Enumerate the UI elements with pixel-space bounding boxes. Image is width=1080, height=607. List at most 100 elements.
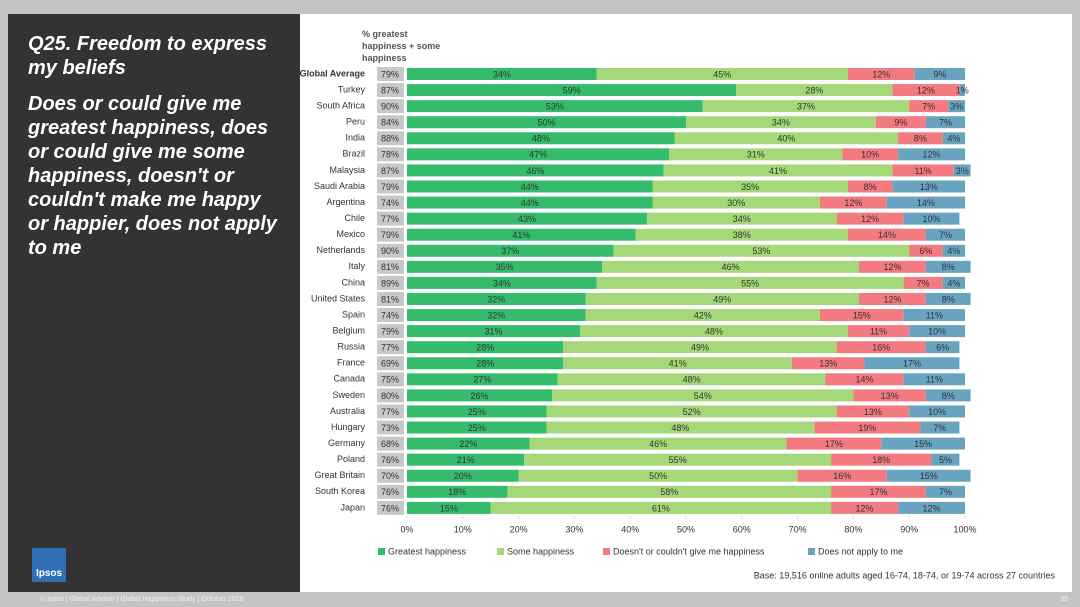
data-label: 12% [856,503,874,513]
category-label: Mexico [336,229,365,239]
category-label: Italy [348,261,365,271]
net-label: 68% [381,439,399,449]
bar-segment [407,389,553,402]
bar-segment [407,357,564,370]
data-label: 19% [858,423,876,433]
net-label: 90% [381,246,399,256]
category-label: India [345,133,365,143]
slide-title: Q25. Freedom to express my beliefs [28,33,267,79]
net-label: 81% [381,262,399,272]
data-label: 53% [546,102,564,112]
bar-segment [407,100,703,113]
net-label: 74% [381,198,399,208]
bar-segment [814,421,921,434]
data-label: 4% [947,246,960,256]
data-label: 34% [772,118,790,128]
bar-segment [546,421,815,434]
data-label: 13% [920,182,938,192]
category-label: South Korea [315,486,365,496]
x-tick-label: 0% [400,524,413,534]
bar-segment [669,148,843,161]
data-label: 6% [919,246,932,256]
bar-segment [585,292,859,305]
bar-segment [847,180,893,193]
category-label: Sweden [332,390,365,400]
data-label: 40% [777,134,795,144]
bar-segment [892,164,954,177]
bar-segment [925,260,971,273]
net-box [377,147,404,162]
net-label: 79% [381,182,399,192]
data-label: 46% [722,262,740,272]
bar-segment [407,276,597,289]
category-label: South Africa [316,101,365,111]
net-label: 81% [381,294,399,304]
bar-segment [914,68,965,80]
legend-swatch [603,548,610,555]
bar-segment [948,100,965,113]
x-tick-label: 80% [844,524,862,534]
bar-segment [786,437,882,450]
bar-segment [825,373,904,386]
category-label: Great Britain [314,470,365,480]
data-label: 8% [942,262,955,272]
data-label: 32% [487,294,505,304]
data-label: 1% [956,85,969,95]
bar-segment [898,132,943,145]
category-label: Netherlands [316,245,365,255]
bar-segment [909,100,949,113]
net-label: 75% [381,375,399,385]
data-label: 12% [883,262,901,272]
bar-segment [524,453,832,466]
bar-segment [546,405,837,418]
bar-segment [407,68,597,80]
category-label: Saudi Arabia [314,181,365,191]
data-label: 10% [923,214,941,224]
data-label: 27% [473,375,491,385]
data-label: 8% [864,182,877,192]
bar-segment [585,309,820,322]
bar-segment [881,437,965,450]
data-label: 58% [660,487,678,497]
net-box [377,259,404,274]
bar-segment [736,84,893,97]
bar-segment [797,469,887,482]
data-label: 53% [752,246,770,256]
data-label: 12% [883,294,901,304]
bar-segment [407,453,525,466]
data-label: 12% [861,214,879,224]
net-box [377,468,404,483]
data-label: 48% [705,326,723,336]
category-label: France [337,358,365,368]
net-label: 88% [381,134,399,144]
data-label: 4% [947,134,960,144]
category-label: United States [311,293,366,303]
data-label: 18% [872,455,890,465]
bar-segment [407,228,636,241]
net-box [377,195,404,210]
net-box [377,388,404,403]
bar-segment [909,325,965,338]
x-tick-label: 30% [565,524,583,534]
data-label: 42% [694,310,712,320]
bar-segment [903,212,960,225]
bar-segment [886,196,965,209]
data-label: 44% [521,182,539,192]
data-label: 7% [917,278,930,288]
bar-segment [903,309,965,322]
data-label: 20% [454,471,472,481]
bar-segment [875,116,926,129]
category-label: Global Average [300,68,365,78]
bar-segment [407,212,647,225]
legend-swatch [808,548,815,555]
net-label: 90% [381,102,399,112]
bar-segment [646,212,837,225]
net-label: 77% [381,407,399,417]
data-label: 21% [457,455,475,465]
category-label: Hungary [331,422,366,432]
data-label: 11% [914,166,931,176]
data-label: 50% [649,471,667,481]
data-label: 12% [917,85,935,95]
bar-segment [858,260,926,273]
